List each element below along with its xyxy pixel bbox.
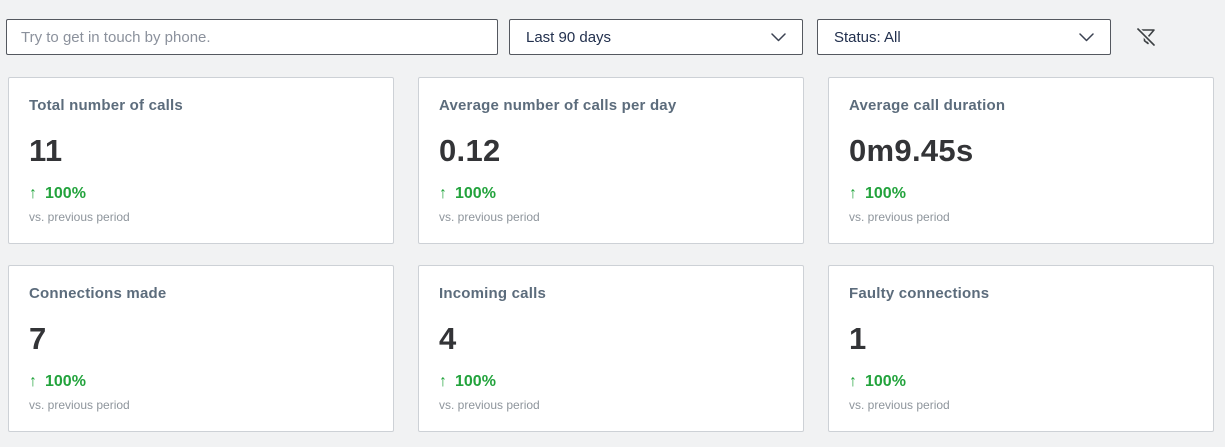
stat-card-value: 1 <box>849 321 867 356</box>
stat-card-value: 7 <box>29 321 47 356</box>
stat-card-value: 11 <box>29 133 63 168</box>
chevron-down-icon <box>1079 32 1094 41</box>
stat-card-avg-calls-per-day: Average number of calls per day 0.12 ↑ 1… <box>418 77 804 244</box>
status-dropdown[interactable]: Status: All <box>817 19 1111 55</box>
chevron-down-icon <box>771 32 786 41</box>
filter-off-icon <box>1136 27 1156 47</box>
up-arrow-icon: ↑ <box>439 373 447 390</box>
filters-bar: Last 90 days Status: All <box>6 19 1162 55</box>
stat-card-title: Average call duration <box>849 97 1006 114</box>
stat-card-change: ↑ 100% <box>29 185 373 203</box>
stat-card-value: 0.12 <box>439 133 501 168</box>
stat-card-title: Total number of calls <box>29 97 183 114</box>
stat-card-change-value: 100% <box>45 185 86 202</box>
stat-card-change: ↑ 100% <box>849 185 1193 203</box>
stat-card-title: Average number of calls per day <box>439 97 677 114</box>
stat-card-title: Connections made <box>29 285 167 302</box>
stat-card-change-value: 100% <box>865 185 906 202</box>
stat-card-compare: vs. previous period <box>849 210 950 224</box>
stat-card-change: ↑ 100% <box>439 373 783 391</box>
stat-card-change: ↑ 100% <box>29 373 373 391</box>
up-arrow-icon: ↑ <box>439 185 447 202</box>
stat-card-value: 0m9.45s <box>849 133 974 168</box>
stat-card-change-value: 100% <box>455 373 496 390</box>
up-arrow-icon: ↑ <box>29 373 37 390</box>
search-input[interactable] <box>6 19 498 55</box>
stat-card-title: Faulty connections <box>849 285 990 302</box>
stat-card-change-value: 100% <box>45 373 86 390</box>
stat-card-compare: vs. previous period <box>849 398 950 412</box>
stat-card-value: 4 <box>439 321 457 356</box>
stat-card-change: ↑ 100% <box>439 185 783 203</box>
stats-grid: Total number of calls 11 ↑ 100% vs. prev… <box>8 77 1214 432</box>
stat-card-total-calls: Total number of calls 11 ↑ 100% vs. prev… <box>8 77 394 244</box>
stat-card-change: ↑ 100% <box>849 373 1193 391</box>
stat-card-change-value: 100% <box>455 185 496 202</box>
stat-card-incoming-calls: Incoming calls 4 ↑ 100% vs. previous per… <box>418 265 804 432</box>
clear-filters-button[interactable] <box>1130 21 1162 53</box>
up-arrow-icon: ↑ <box>849 373 857 390</box>
date-range-value: Last 90 days <box>526 28 612 46</box>
up-arrow-icon: ↑ <box>29 185 37 202</box>
up-arrow-icon: ↑ <box>849 185 857 202</box>
stat-card-avg-call-duration: Average call duration 0m9.45s ↑ 100% vs.… <box>828 77 1214 244</box>
stat-card-title: Incoming calls <box>439 285 546 302</box>
stat-card-compare: vs. previous period <box>29 210 130 224</box>
status-value: Status: All <box>834 28 901 46</box>
stat-card-compare: vs. previous period <box>439 398 540 412</box>
stat-card-connections-made: Connections made 7 ↑ 100% vs. previous p… <box>8 265 394 432</box>
stat-card-faulty-connections: Faulty connections 1 ↑ 100% vs. previous… <box>828 265 1214 432</box>
stat-card-compare: vs. previous period <box>439 210 540 224</box>
stat-card-compare: vs. previous period <box>29 398 130 412</box>
date-range-dropdown[interactable]: Last 90 days <box>509 19 803 55</box>
stat-card-change-value: 100% <box>865 373 906 390</box>
